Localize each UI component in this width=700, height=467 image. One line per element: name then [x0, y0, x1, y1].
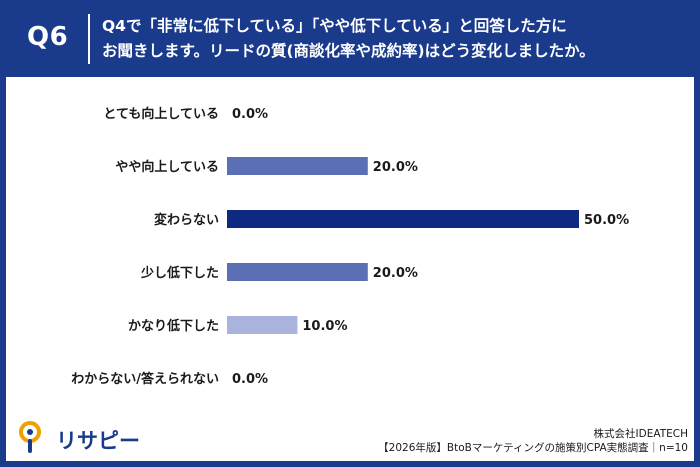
category-label: わからない/答えられない [71, 371, 219, 387]
value-label: 10.0% [302, 319, 347, 334]
bar [227, 316, 298, 334]
category-label: やや向上している [115, 159, 219, 175]
category-label: とても向上している [103, 106, 219, 122]
question-text: Q4で「非常に低下している」「やや低下している」と回答した方に お聞きします。リ… [102, 14, 682, 64]
bar [227, 210, 579, 228]
question-number: Q6 [27, 22, 69, 52]
value-label: 50.0% [584, 213, 629, 228]
value-label: 0.0% [232, 107, 268, 122]
value-label: 0.0% [232, 372, 268, 387]
source-credit: 株式会社IDEATECH 【2026年版】BtoBマーケティングの施策別CPA実… [378, 427, 688, 455]
value-label: 20.0% [373, 266, 418, 281]
category-label: かなり低下した [128, 318, 219, 334]
question-header: Q6 Q4で「非常に低下している」「やや低下している」と回答した方に お聞きしま… [0, 0, 700, 77]
company-name: 株式会社IDEATECH [593, 428, 688, 440]
category-label: 少し低下した [140, 265, 219, 281]
magnifier-logo-icon [19, 421, 41, 453]
risapy-logo: リサピー [16, 418, 140, 454]
question-line-1: Q4で「非常に低下している」「やや低下している」と回答した方に [102, 17, 567, 35]
bar [227, 157, 368, 175]
survey-source: 【2026年版】BtoBマーケティングの施策別CPA実態調査｜n=10 [378, 442, 688, 454]
brand-name: リサピー [56, 429, 140, 453]
bar-chart: とても向上している 0.0% やや向上している 20.0% 変わらない 50.0% 少し低下… [71, 106, 629, 387]
header-divider [88, 14, 90, 64]
category-label: 変わらない [154, 212, 219, 228]
question-line-2: お聞きします。リードの質(商談化率や成約率)はどう変化しましたか。 [102, 42, 595, 60]
value-label: 20.0% [373, 160, 418, 175]
bar [227, 263, 368, 281]
